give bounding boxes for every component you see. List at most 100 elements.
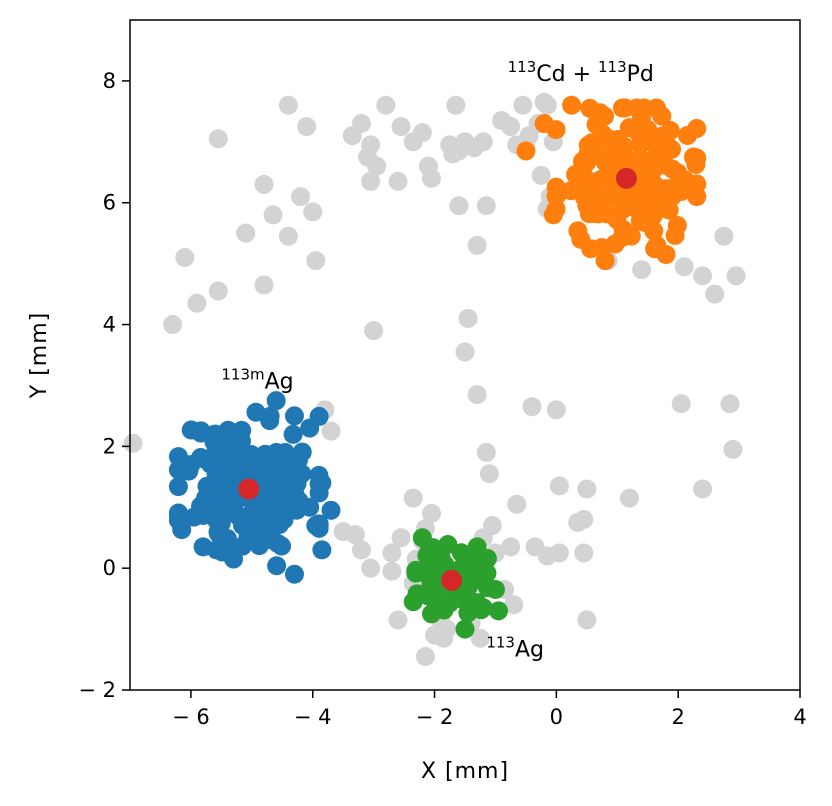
cluster-point-cd113_pd113: [646, 99, 666, 119]
cluster-point-ag113m: [168, 477, 188, 497]
cluster-point-cd113_pd113: [660, 120, 680, 140]
centroid-ag113: [441, 569, 463, 591]
background-point: [391, 528, 411, 548]
cluster-point-ag113m: [256, 461, 276, 481]
y-tick-label: 6: [103, 191, 116, 215]
background-point: [519, 126, 539, 146]
cluster-point-cd113_pd113: [636, 185, 656, 205]
background-point: [720, 394, 740, 414]
cluster-point-cd113_pd113: [571, 229, 591, 249]
cluster-point-ag113: [403, 592, 423, 612]
x-tick-label: 0: [550, 705, 563, 729]
cluster-point-cd113_pd113: [534, 114, 554, 134]
cluster-point-ag113m: [312, 473, 332, 493]
cluster-point-ag113m: [283, 424, 303, 444]
background-point: [364, 321, 384, 341]
background-point: [476, 442, 496, 462]
cluster-point-cd113_pd113: [615, 98, 635, 118]
background-point: [278, 226, 298, 246]
background-point: [726, 266, 746, 286]
x-tick-label: − 6: [172, 705, 210, 729]
cluster-point-ag113m: [267, 556, 287, 576]
cluster-point-ag113m: [224, 549, 244, 569]
cluster-point-ag113: [412, 528, 432, 548]
y-tick-label: − 2: [78, 678, 116, 702]
background-point: [236, 223, 256, 243]
cluster-point-cd113_pd113: [638, 120, 658, 140]
cluster-point-cd113_pd113: [593, 193, 613, 213]
cluster-point-ag113m: [266, 391, 286, 411]
background-point: [714, 226, 734, 246]
background-point: [574, 543, 594, 563]
cluster-point-ag113m: [312, 540, 332, 560]
background-point: [479, 464, 499, 484]
centroid-cd113_pd113: [615, 167, 637, 189]
background-point: [693, 266, 713, 286]
cluster-point-cd113_pd113: [566, 164, 586, 184]
x-axis-ticks: − 6 − 4 − 2 0 2 4: [172, 690, 807, 729]
background-point: [671, 394, 691, 414]
y-tick-label: 2: [103, 434, 116, 458]
background-point: [361, 135, 381, 155]
annotation-ag113: 113Ag: [486, 634, 544, 663]
background-point: [449, 196, 469, 216]
background-point: [208, 281, 228, 301]
y-tick-label: 8: [103, 69, 116, 93]
cluster-point-cd113_pd113: [577, 152, 597, 172]
cluster-point-ag113: [458, 603, 478, 623]
background-point: [705, 284, 725, 304]
cluster-point-cd113_pd113: [687, 119, 707, 139]
x-axis-label: X [mm]: [421, 759, 509, 784]
cluster-point-cd113_pd113: [605, 234, 625, 254]
background-point: [693, 479, 713, 499]
background-point: [522, 397, 542, 417]
background-point: [345, 525, 365, 545]
background-point: [297, 117, 317, 137]
background-point: [473, 132, 493, 152]
cluster-point-ag113m: [168, 510, 188, 530]
cluster-point-ag113m: [181, 455, 201, 475]
background-point: [513, 95, 533, 115]
background-point: [577, 479, 597, 499]
background-point: [306, 251, 326, 271]
cluster-point-ag113m: [274, 510, 294, 530]
background-point: [467, 235, 487, 255]
background-point: [467, 385, 487, 405]
cluster-point-cd113_pd113: [644, 221, 664, 241]
x-tick-label: 4: [793, 705, 806, 729]
background-point: [351, 114, 371, 134]
background-point: [351, 540, 371, 560]
background-point: [446, 95, 466, 115]
cluster-point-ag113m: [260, 406, 280, 426]
background-point: [175, 248, 195, 268]
background-point: [163, 315, 183, 335]
background-point: [470, 628, 490, 648]
cluster-point-ag113: [489, 601, 508, 621]
background-point: [546, 400, 566, 420]
y-tick-label: 4: [103, 313, 116, 337]
cluster-point-cd113_pd113: [580, 98, 600, 118]
background-point: [723, 439, 743, 459]
background-point: [187, 293, 207, 313]
background-point: [422, 168, 441, 188]
background-point: [403, 488, 423, 508]
cluster-point-ag113: [477, 563, 497, 583]
cluster-point-ag113m: [306, 516, 326, 536]
annotation-cd113_pd113: 113Cd + 113Pd: [508, 58, 654, 87]
background-point: [632, 260, 652, 280]
background-point: [388, 171, 408, 191]
background-point: [458, 308, 478, 328]
cluster-point-ag113m: [321, 500, 341, 520]
background-point: [482, 516, 502, 536]
background-point: [504, 595, 524, 615]
background-point: [455, 342, 475, 362]
background-point: [412, 123, 432, 143]
x-tick-label: 2: [671, 705, 684, 729]
background-point: [619, 488, 639, 508]
background-point: [577, 610, 597, 630]
background-point: [501, 117, 521, 137]
y-axis-label: Y [mm]: [27, 312, 52, 399]
background-point: [415, 647, 435, 666]
cluster-point-ag113m: [245, 505, 265, 525]
background-point: [534, 92, 554, 112]
